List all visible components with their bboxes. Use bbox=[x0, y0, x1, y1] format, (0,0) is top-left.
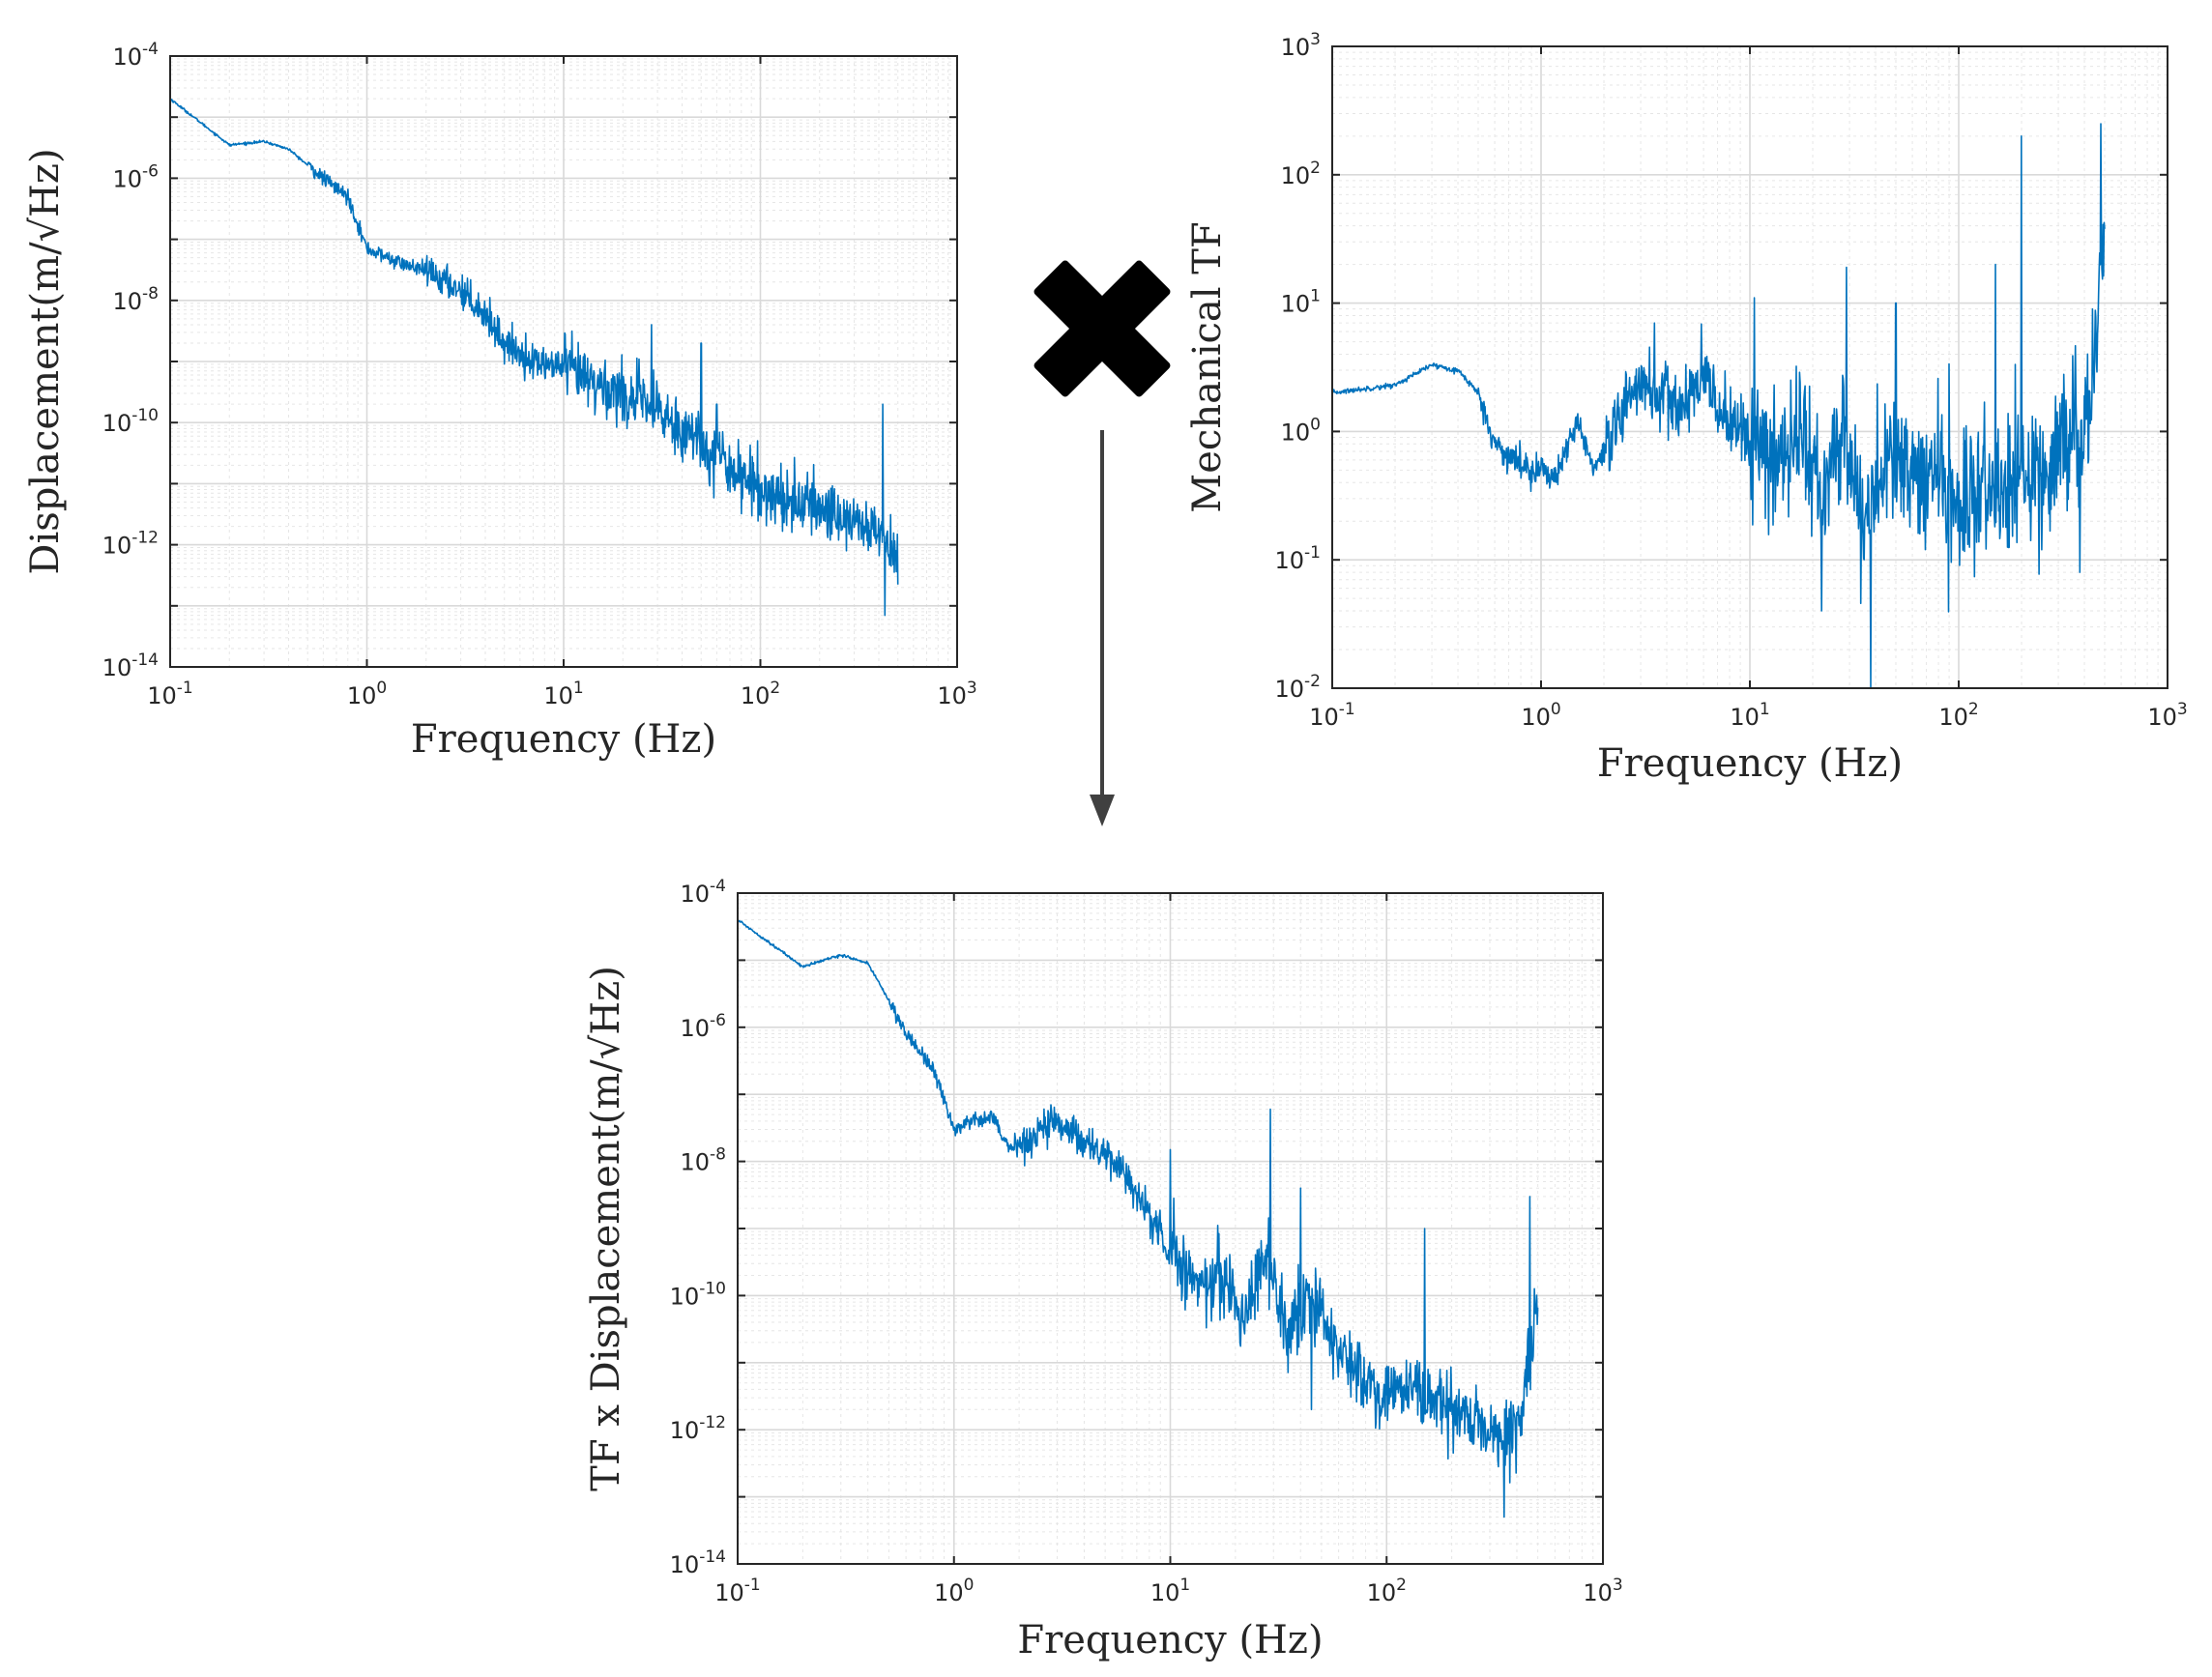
x-tick-label: 102 bbox=[1938, 700, 1978, 731]
x-tick-label: 102 bbox=[741, 679, 780, 709]
y-tick-label: 101 bbox=[1281, 287, 1321, 318]
x-tick-label: 10-1 bbox=[147, 679, 193, 709]
arrow-down-icon bbox=[1090, 430, 1115, 826]
y-tick-label: 10-8 bbox=[113, 284, 160, 315]
x-tick-label: 101 bbox=[1730, 700, 1769, 731]
x-tick-label: 103 bbox=[2147, 700, 2187, 731]
y-axis-label: Displacement(m/√Hz) bbox=[23, 148, 68, 574]
y-axis-label: TF x Displacement(m/√Hz) bbox=[584, 966, 628, 1491]
x-axis-label: Frequency (Hz) bbox=[411, 717, 716, 762]
x-tick-label: 101 bbox=[543, 679, 583, 709]
y-tick-label: 102 bbox=[1281, 159, 1321, 189]
x-axis-label: Frequency (Hz) bbox=[1017, 1618, 1323, 1663]
series-line bbox=[1331, 123, 2106, 689]
y-tick-label: 10-14 bbox=[670, 1547, 726, 1578]
y-tick-label: 10-10 bbox=[102, 406, 159, 437]
multiply-icon bbox=[1033, 260, 1171, 397]
x-tick-label: 10-1 bbox=[1309, 700, 1355, 731]
y-tick-label: 10-10 bbox=[670, 1279, 726, 1310]
y-tick-label: 10-8 bbox=[681, 1145, 727, 1176]
y-tick-label: 10-12 bbox=[102, 529, 159, 560]
y-tick-label: 10-2 bbox=[1275, 672, 1322, 703]
y-tick-label: 103 bbox=[1281, 30, 1321, 61]
x-tick-label: 100 bbox=[1521, 700, 1560, 731]
y-tick-label: 10-12 bbox=[670, 1413, 726, 1444]
mechanical-tf-chart: 10-1 100 101 102 10310-210-1100101102103Freq… bbox=[1185, 30, 2188, 786]
x-tick-label: 101 bbox=[1150, 1576, 1190, 1606]
x-tick-label: 100 bbox=[934, 1576, 974, 1606]
y-axis-label: Mechanical TF bbox=[1185, 221, 1230, 512]
y-tick-label: 100 bbox=[1281, 415, 1321, 446]
series-line bbox=[169, 98, 899, 617]
x-tick-label: 100 bbox=[347, 679, 387, 709]
x-tick-label: 102 bbox=[1367, 1576, 1407, 1606]
y-tick-label: 10-4 bbox=[113, 40, 160, 71]
x-axis-label: Frequency (Hz) bbox=[1597, 741, 1903, 786]
y-tick-label: 10-4 bbox=[681, 877, 727, 908]
y-tick-label: 10-6 bbox=[681, 1011, 727, 1042]
x-tick-label: 10-1 bbox=[714, 1576, 761, 1606]
x-tick-label: 103 bbox=[937, 679, 976, 709]
x-tick-label: 103 bbox=[1583, 1576, 1622, 1606]
grid bbox=[1331, 45, 2168, 689]
displacement-chart: 10-1 100 101 102 103 10-14 10-12 10-10 10-8 10-6 1… bbox=[23, 40, 977, 762]
y-tick-label: 10-1 bbox=[1275, 543, 1322, 574]
y-tick-label: 10-6 bbox=[113, 161, 160, 192]
series-line bbox=[737, 919, 1539, 1518]
y-tick-label: 10-14 bbox=[102, 651, 159, 681]
tf-x-displacement-chart: 10-1 100 101 102 103 10-14 10-12 10-10 10-8 10-6 1… bbox=[584, 877, 1623, 1663]
